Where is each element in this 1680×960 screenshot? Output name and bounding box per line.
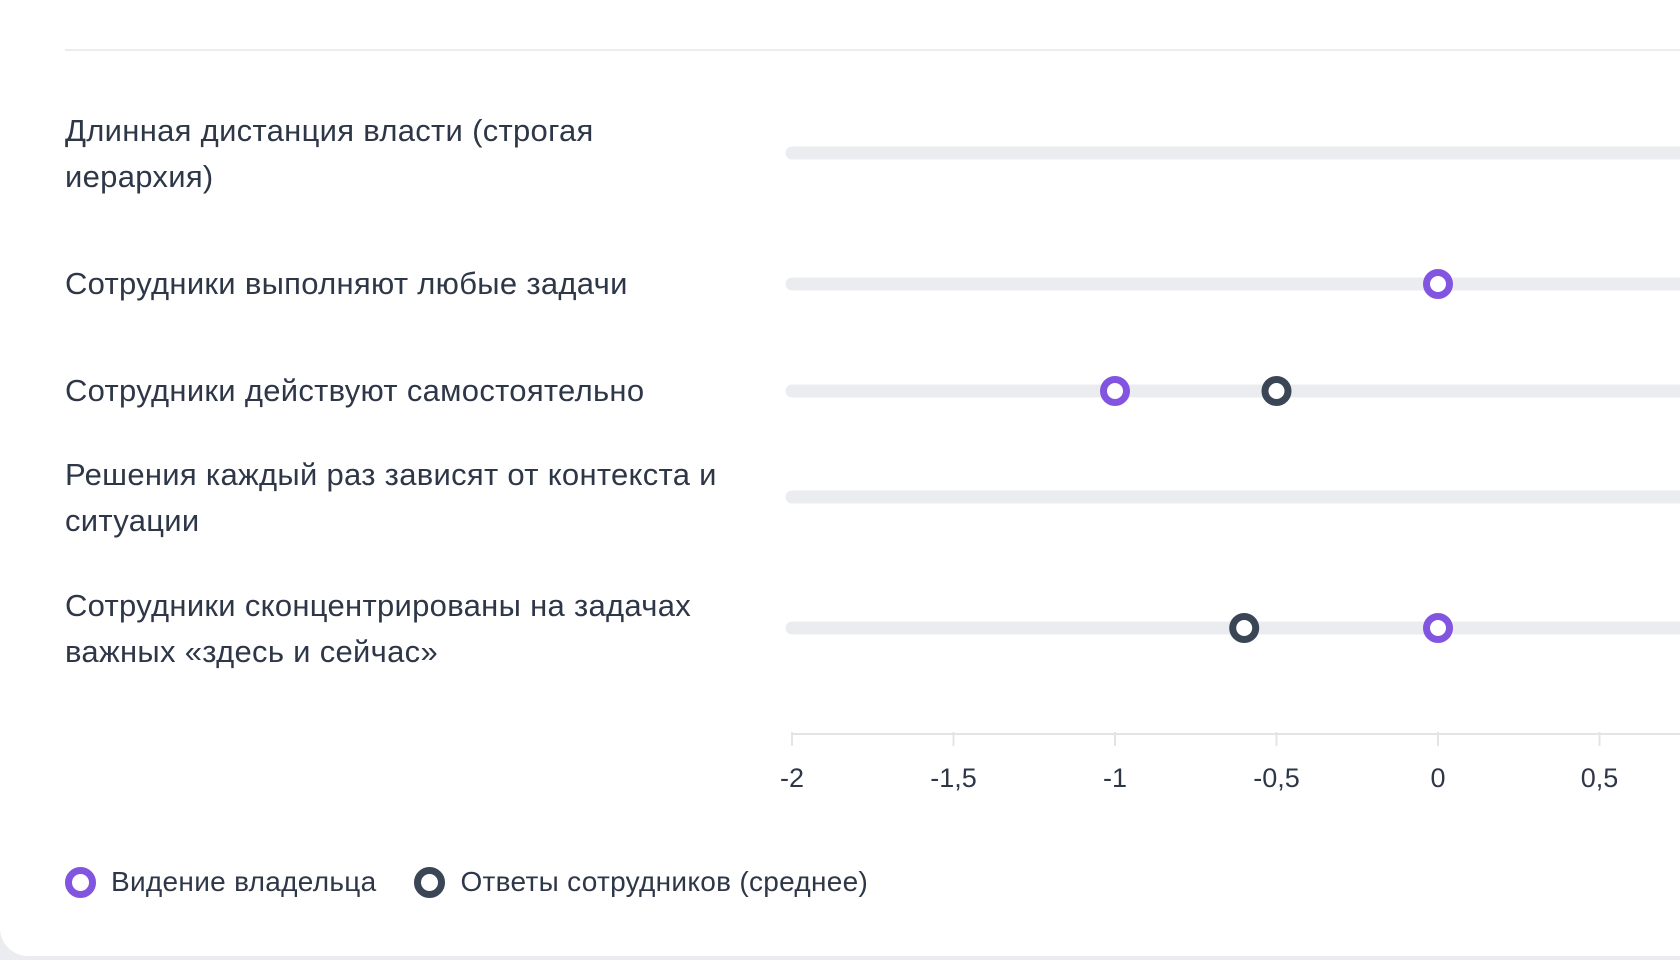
x-tick-label: -1 bbox=[1103, 763, 1127, 793]
legend-marker-employees bbox=[414, 866, 446, 898]
row-label-here-and-now: Сотрудники сконцентрированы на задачах в… bbox=[65, 588, 692, 669]
row-label-act-independently: Сотрудники действуют самостоятельно bbox=[65, 373, 645, 408]
row-label-context-decisions: Решения каждый раз зависят от контекста … bbox=[65, 457, 717, 538]
owner-vision-point[interactable] bbox=[1423, 613, 1453, 643]
x-tick-label: 0 bbox=[1430, 763, 1445, 793]
top-divider bbox=[65, 49, 1680, 51]
chart-legend: Видение владельца Ответы сотрудников (ср… bbox=[65, 860, 906, 904]
legend-item-owner[interactable]: Видение владельца bbox=[65, 866, 376, 898]
x-tick-label: -0,5 bbox=[1253, 763, 1300, 793]
legend-marker-owner bbox=[65, 866, 96, 898]
employee-average-point[interactable] bbox=[1229, 613, 1260, 643]
legend-label-owner: Видение владельца bbox=[111, 866, 377, 897]
row-label-any-tasks: Сотрудники выполняют любые задачи bbox=[65, 266, 628, 301]
owner-vision-point[interactable] bbox=[1100, 376, 1130, 406]
legend-label-employees: Ответы сотрудников (среднее) bbox=[460, 866, 869, 897]
owner-vision-point[interactable] bbox=[1423, 269, 1453, 299]
x-tick-label: 0,5 bbox=[1581, 763, 1619, 793]
x-tick-label: -1,5 bbox=[930, 763, 977, 793]
legend-item-employees[interactable]: Ответы сотрудников (среднее) bbox=[414, 866, 868, 898]
row-label-power-distance: Длинная дистанция власти (строгая иерарх… bbox=[65, 113, 594, 194]
employee-average-point[interactable] bbox=[1261, 376, 1292, 406]
dot-chart: -2 -1,5 -1 -0,5 0 0,5 bbox=[780, 146, 1680, 793]
x-tick-label: -2 bbox=[780, 763, 804, 793]
